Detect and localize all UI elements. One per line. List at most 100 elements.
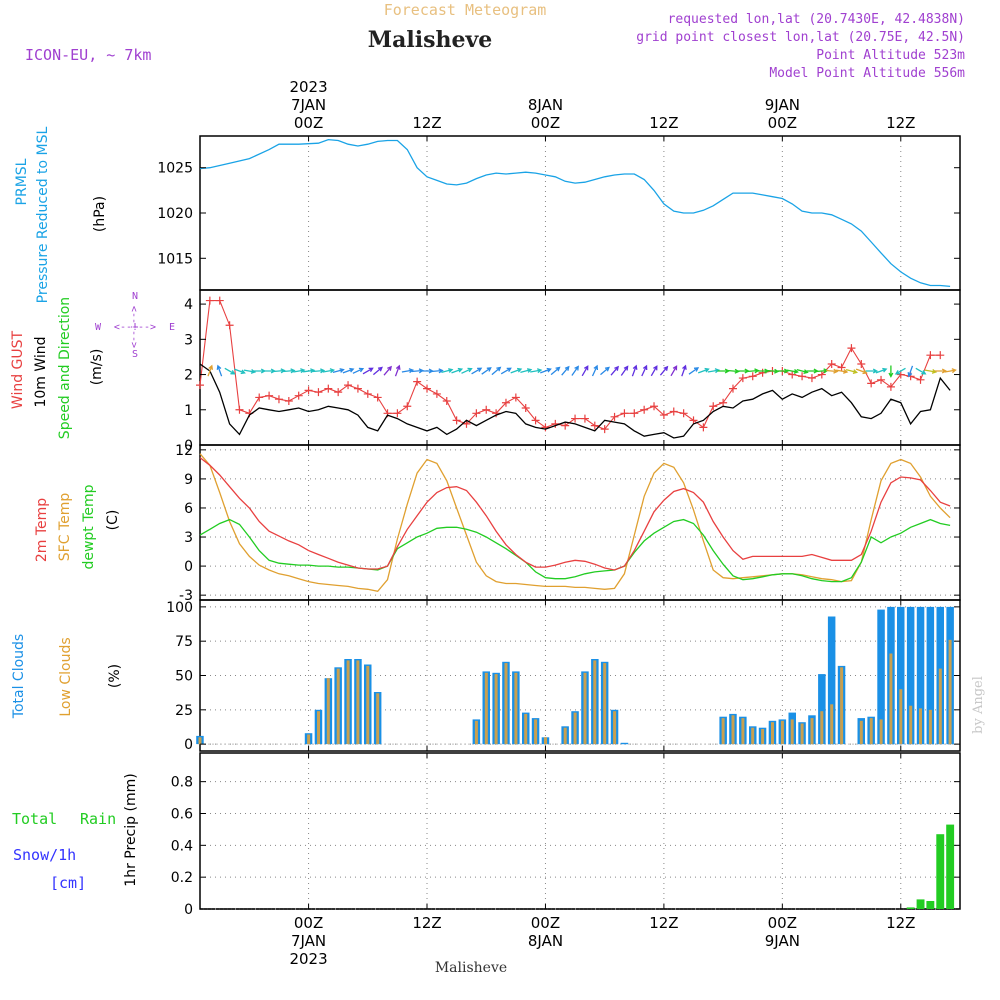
gust-point-marker bbox=[423, 384, 432, 393]
precip-ytick-label: 0 bbox=[184, 902, 193, 918]
low-clouds-bar bbox=[790, 719, 794, 745]
grid-layer bbox=[200, 136, 960, 910]
low-clouds-bar bbox=[593, 660, 597, 745]
gust-point-marker bbox=[817, 370, 826, 379]
wind-direction-arrow-icon bbox=[461, 367, 473, 374]
gust-point-marker bbox=[353, 384, 362, 393]
compass-west: W bbox=[95, 322, 102, 333]
low-clouds-bar bbox=[346, 660, 350, 745]
gust-point-marker bbox=[630, 409, 639, 418]
low-clouds-bar bbox=[780, 720, 784, 745]
wind-direction-arrow-icon bbox=[431, 368, 444, 374]
low-clouds-bar bbox=[899, 689, 903, 745]
wind-direction-arrow-icon bbox=[855, 368, 868, 375]
wind-direction-arrow-icon bbox=[591, 364, 599, 377]
gust-point-marker bbox=[413, 377, 422, 386]
gust-point-marker bbox=[215, 296, 224, 305]
total-clouds-bar bbox=[818, 674, 826, 745]
gust-point-marker bbox=[926, 351, 935, 360]
gust-point-marker bbox=[501, 398, 510, 407]
gust-point-marker bbox=[531, 416, 540, 425]
low-clouds-bar bbox=[869, 718, 873, 745]
wind-direction-arrow-icon bbox=[491, 366, 502, 376]
low-clouds-bar bbox=[514, 672, 518, 745]
wind-direction-arrow-icon bbox=[540, 367, 552, 374]
gust-point-marker bbox=[265, 391, 274, 400]
wind-direction-arrow-icon bbox=[411, 368, 424, 374]
clouds-ytick-label: 50 bbox=[175, 669, 193, 685]
wind-direction-arrow-icon bbox=[383, 365, 392, 376]
wind-direction-arrow-icon bbox=[561, 365, 570, 376]
temp-label-sfc: SFC Temp bbox=[57, 493, 73, 562]
temp-panel bbox=[199, 444, 961, 601]
wind-direction-arrow-icon bbox=[688, 367, 700, 375]
wind-direction-arrow-icon bbox=[372, 366, 383, 376]
compass-south: S bbox=[132, 349, 138, 360]
low-clouds-bar bbox=[603, 663, 607, 745]
gust-point-marker bbox=[403, 402, 412, 411]
gust-point-marker bbox=[521, 404, 530, 413]
wind-direction-arrow-icon bbox=[796, 368, 809, 375]
watermark: by Angel bbox=[971, 676, 986, 734]
time-label-bottom: 00Z bbox=[531, 914, 560, 932]
gust-point-marker bbox=[798, 372, 807, 381]
precip-axis-title: 1hr Precip (mm) bbox=[123, 773, 139, 886]
gust-point-marker bbox=[462, 419, 471, 428]
total-clouds-bar bbox=[897, 606, 905, 745]
time-label-top: 7JAN bbox=[291, 96, 326, 114]
low-clouds-bar bbox=[504, 663, 508, 745]
gust-point-marker bbox=[807, 374, 816, 383]
gust-point-marker bbox=[482, 405, 491, 414]
time-label-bottom: 8JAN bbox=[528, 932, 563, 950]
time-label-top: 00Z bbox=[294, 114, 323, 132]
gust-point-marker bbox=[363, 389, 372, 398]
footer-location: Malisheve bbox=[435, 960, 507, 976]
pressure-ytick-label: 1020 bbox=[157, 206, 193, 222]
time-label-bottom: 00Z bbox=[294, 914, 323, 932]
wind-direction-arrow-icon bbox=[263, 368, 276, 374]
low-clouds-bar bbox=[573, 712, 577, 745]
wind-direction-arrow-icon bbox=[273, 368, 286, 374]
total-clouds-bar bbox=[827, 616, 836, 745]
low-clouds-bar bbox=[366, 665, 370, 745]
gust-point-marker bbox=[827, 359, 836, 368]
total-clouds-bar bbox=[877, 609, 885, 745]
wind-direction-arrow-icon bbox=[934, 368, 948, 374]
wind-direction-arrow-icon bbox=[451, 367, 464, 374]
low-clouds-bar bbox=[583, 672, 587, 745]
gust-point-marker bbox=[689, 416, 698, 425]
gridpoint-coords: grid point closest lon,lat (20.75E, 42.5… bbox=[636, 30, 965, 45]
low-clouds-bar bbox=[909, 705, 913, 745]
time-label-top: 12Z bbox=[886, 114, 915, 132]
wind-ytick-label: 0 bbox=[184, 438, 193, 454]
wind-label-speed-dir: Speed and Direction bbox=[57, 297, 73, 439]
low-clouds-bar bbox=[761, 729, 765, 745]
compass-horizontal-arrows: <--!--> bbox=[114, 322, 156, 333]
gust-point-marker bbox=[640, 405, 649, 414]
low-clouds-bar bbox=[474, 720, 478, 745]
time-label-bottom: 12Z bbox=[649, 914, 678, 932]
compass-north: N bbox=[132, 291, 138, 302]
clouds-label-total: Total Clouds bbox=[11, 634, 27, 719]
low-clouds-bar bbox=[534, 719, 538, 745]
gust-point-marker bbox=[571, 414, 580, 423]
rain-bar bbox=[946, 824, 955, 909]
rain-bar bbox=[916, 899, 925, 909]
product-title: Forecast Meteogram bbox=[384, 1, 547, 19]
wind-direction-arrow-icon bbox=[835, 368, 849, 374]
gust-point-marker bbox=[432, 389, 441, 398]
compass-rose-icon: N S W E <--!--> <--!--> bbox=[95, 291, 175, 360]
low-clouds-bar bbox=[741, 718, 745, 745]
gust-point-marker bbox=[442, 396, 451, 405]
pressure-ytick-label: 1015 bbox=[157, 251, 193, 267]
wind-direction-arrow-icon bbox=[332, 368, 345, 374]
point-altitude: Point Altitude 523m bbox=[816, 48, 965, 63]
pressure-label-prmsl: PRMSL bbox=[14, 158, 30, 205]
precip-label-rain: Rain bbox=[80, 810, 116, 828]
wind-direction-arrow-icon bbox=[845, 368, 859, 375]
wind-direction-arrow-icon bbox=[362, 367, 374, 375]
wind-direction-arrow-icon bbox=[707, 368, 721, 374]
wind-direction-arrow-icon bbox=[727, 368, 740, 374]
